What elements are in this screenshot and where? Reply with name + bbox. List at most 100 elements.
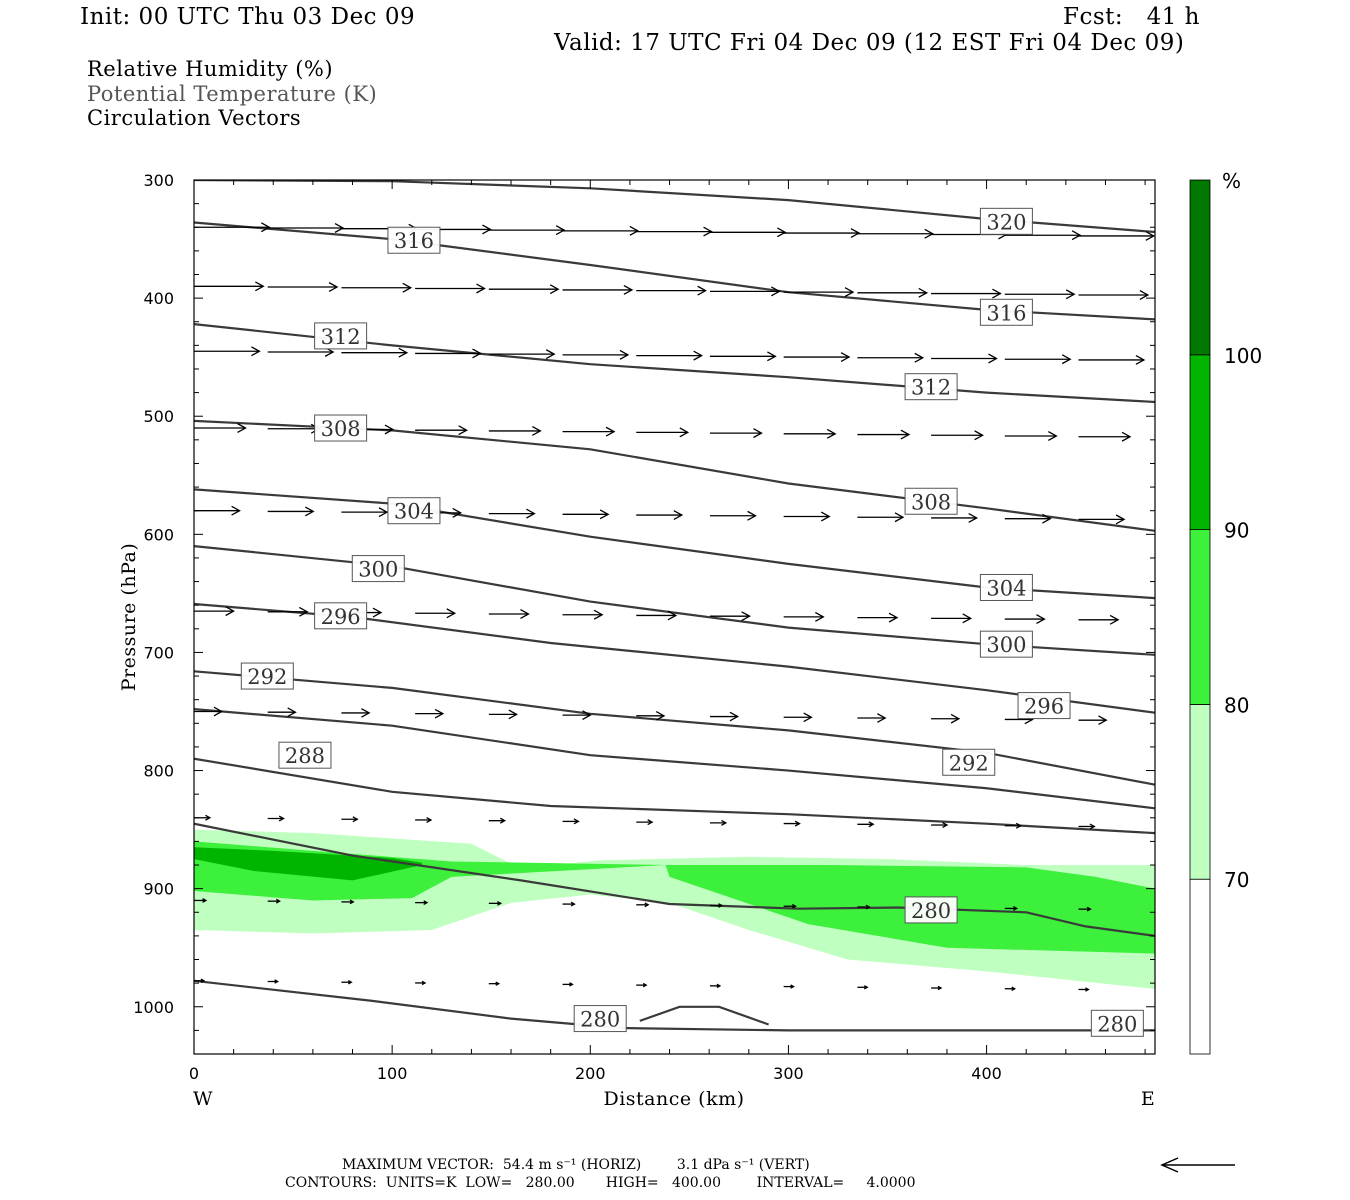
circulation-vector (709, 611, 751, 622)
y-tick-label: 300 (143, 171, 174, 190)
circulation-vector (1078, 290, 1150, 300)
circulation-vector (636, 610, 678, 621)
circulation-vector (194, 281, 265, 292)
circulation-vector (341, 282, 413, 293)
circulation-vector (194, 346, 261, 357)
circulation-vector (267, 222, 345, 233)
circulation-vector (931, 822, 949, 829)
circulation-vector (857, 821, 875, 828)
colorbar-level: 70 (1224, 868, 1249, 892)
circulation-vector (709, 227, 787, 238)
circulation-vector (857, 612, 899, 623)
circulation-vector (1078, 354, 1146, 365)
circulation-vector (1078, 906, 1092, 912)
circulation-vector (194, 978, 206, 983)
circulation-vector (709, 903, 724, 908)
contour-label-text: 280 (911, 899, 951, 923)
contour-label: 292 (240, 662, 294, 690)
circulation-vector (341, 507, 389, 518)
contour-label-text: 296 (321, 605, 361, 629)
circulation-vector (562, 818, 580, 825)
circulation-vector (194, 423, 247, 433)
circulation-vector (341, 816, 359, 823)
y-tick-label: 900 (143, 880, 174, 899)
circulation-vector (415, 980, 427, 986)
contour-label: 300 (351, 555, 405, 583)
colorbar-segment (1189, 529, 1211, 705)
contour-label-text: 316 (986, 301, 1026, 325)
contour-label-text: 312 (911, 376, 951, 400)
circulation-vector (488, 817, 507, 824)
humidity-shading (194, 829, 1155, 990)
circulation-vector (488, 284, 560, 295)
circulation-vector (857, 713, 887, 723)
circulation-vector (1004, 230, 1082, 241)
colorbar-segment (1189, 179, 1211, 356)
x-tick-label: 200 (575, 1064, 606, 1083)
circulation-vector (931, 613, 973, 624)
circulation-vector (1004, 614, 1046, 625)
contour-label: 308 (314, 414, 368, 442)
circulation-vector (1078, 715, 1108, 726)
circulation-vector (267, 815, 285, 822)
circulation-vector (709, 711, 740, 722)
circulation-vector (783, 984, 795, 989)
theta-contour-292 (194, 670, 1155, 786)
circulation-vector (488, 981, 501, 986)
colorbar-segment (1189, 704, 1211, 880)
circulation-vector (488, 425, 542, 436)
circulation-vector (562, 982, 574, 987)
colorbar-level: 90 (1224, 519, 1249, 543)
circulation-vector (1004, 354, 1072, 365)
circulation-vector (562, 509, 610, 520)
y-tick-label: 600 (143, 525, 174, 544)
circulation-vector (636, 226, 713, 237)
contour-label-text: 304 (394, 500, 434, 524)
circulation-vector (267, 506, 315, 517)
theta-contour-280 (194, 822, 1155, 937)
theta-contour-288 (194, 708, 1155, 810)
circulation-vector (562, 225, 640, 236)
contour-label-text: 280 (1097, 1012, 1137, 1036)
contour-label-text: 300 (358, 558, 398, 582)
contour-label: 320 (979, 207, 1033, 235)
x-tick-label: 0 (189, 1064, 199, 1083)
x-axis-east-label: E (1141, 1088, 1155, 1110)
x-tick-label: 400 (971, 1064, 1002, 1083)
contour-label: 308 (904, 487, 958, 515)
circulation-vector (857, 352, 925, 363)
contour-label: 304 (979, 573, 1033, 601)
circulation-vector (931, 512, 979, 523)
contour-label-text: 316 (394, 229, 434, 253)
colorbar-segment (1189, 878, 1211, 1055)
init-time: Init: 00 UTC Thu 03 Dec 09 (80, 4, 416, 30)
circulation-vector (636, 902, 650, 908)
circulation-vector (488, 508, 536, 519)
circulation-vector (636, 710, 666, 721)
y-tick-label: 400 (143, 289, 174, 308)
contour-label-text: 308 (911, 490, 951, 514)
circulation-vector (783, 903, 797, 909)
circulation-vector (931, 713, 961, 724)
contour-label: 316 (387, 226, 441, 254)
contour-label: 312 (314, 322, 368, 350)
circulation-vector (636, 285, 707, 296)
circulation-vector (783, 228, 861, 239)
circulation-vector (488, 900, 503, 906)
contour-labels: 320 316 316 312 312 308 308 304 304 300 300 296 296 2… (240, 207, 1144, 1037)
circulation-vector (415, 283, 486, 294)
contour-label: 292 (942, 748, 996, 776)
legend-potential-temperature: Potential Temperature (K) (87, 82, 378, 106)
contour-label-text: 304 (986, 576, 1026, 600)
circulation-vector (1004, 906, 1019, 911)
circulation-vector (415, 348, 482, 359)
circulation-vector (194, 505, 241, 516)
circulation-vector (341, 708, 371, 718)
legend-relative-humidity: Relative Humidity (%) (87, 57, 334, 81)
circulation-vector (783, 611, 825, 622)
contour-label: 304 (387, 497, 441, 525)
y-tick-label: 500 (143, 407, 174, 426)
axis-ticks: 0 100 200 300 400 300 400 500 600 700 800 900 1000 (133, 171, 1155, 1083)
circulation-vector (267, 898, 281, 904)
circulation-vector (1078, 823, 1096, 830)
